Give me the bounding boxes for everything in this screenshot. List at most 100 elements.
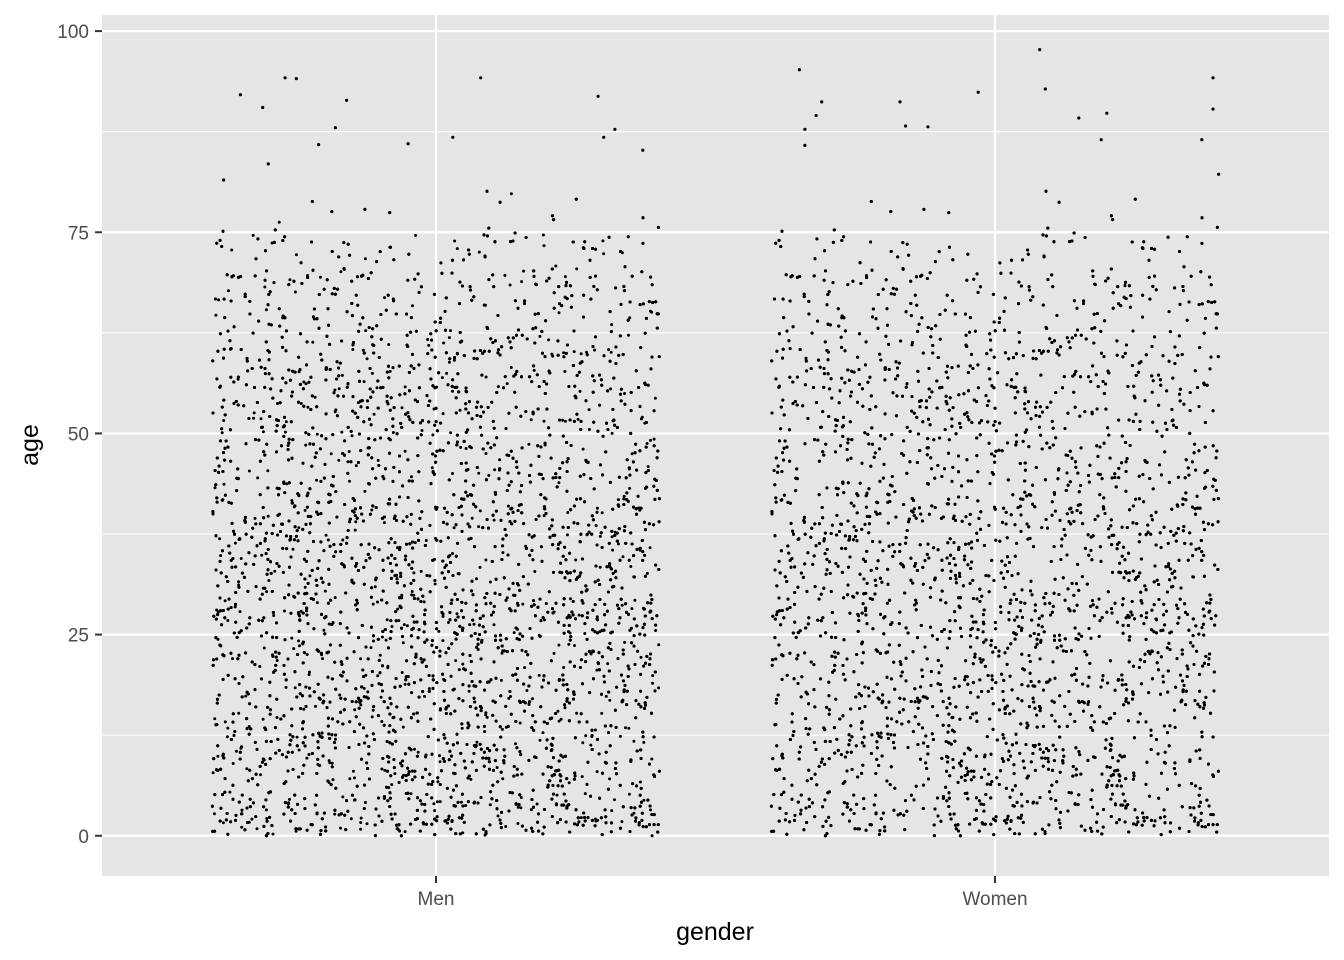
data-point — [451, 552, 454, 555]
data-point — [327, 759, 331, 763]
data-point — [385, 618, 389, 622]
data-point — [369, 646, 373, 650]
data-point — [266, 514, 270, 518]
data-point — [308, 574, 312, 578]
data-point — [640, 415, 644, 419]
data-point — [365, 822, 369, 826]
data-point — [470, 516, 474, 520]
data-point — [627, 792, 631, 796]
data-point — [294, 829, 298, 833]
data-point — [314, 704, 317, 708]
data-point — [259, 773, 262, 777]
data-point — [523, 666, 527, 670]
data-point — [646, 465, 650, 469]
data-point — [601, 239, 605, 243]
data-point — [359, 821, 363, 824]
data-point — [382, 521, 386, 525]
data-point — [505, 382, 509, 386]
data-point — [519, 806, 523, 810]
data-point — [351, 769, 355, 773]
data-point — [593, 728, 597, 732]
data-point — [412, 593, 416, 597]
data-point — [353, 776, 356, 780]
data-point — [460, 726, 464, 730]
data-point — [483, 730, 487, 734]
data-point — [303, 585, 307, 589]
data-point — [305, 653, 309, 656]
data-point — [239, 557, 243, 560]
data-point — [266, 469, 270, 473]
data-point — [566, 533, 569, 537]
data-point — [359, 657, 363, 661]
data-point — [359, 816, 363, 820]
data-point — [262, 646, 266, 650]
data-point — [413, 747, 416, 751]
data-point — [372, 639, 375, 643]
data-point — [579, 816, 583, 820]
data-point — [295, 735, 299, 739]
data-point — [350, 434, 354, 438]
data-point — [413, 541, 417, 545]
data-point — [649, 438, 652, 442]
data-point — [500, 651, 504, 655]
data-point — [400, 593, 404, 597]
data-point — [284, 685, 288, 689]
data-point — [492, 623, 496, 627]
data-point — [402, 623, 406, 627]
data-point — [253, 516, 257, 520]
data-point — [223, 720, 227, 724]
data-point — [226, 619, 230, 622]
data-point — [496, 385, 500, 389]
data-point — [234, 749, 238, 753]
data-point — [270, 241, 274, 245]
data-point — [537, 673, 541, 677]
data-point — [499, 678, 503, 682]
data-point — [219, 554, 223, 558]
data-point — [627, 333, 630, 337]
data-point — [416, 750, 420, 754]
data-point — [341, 538, 345, 542]
data-point — [520, 648, 524, 652]
data-point — [333, 596, 337, 600]
data-point — [285, 482, 289, 486]
data-point — [348, 479, 351, 483]
data-point — [293, 290, 297, 294]
data-point — [361, 348, 365, 352]
data-point — [516, 805, 520, 809]
data-point — [559, 717, 563, 721]
data-point — [461, 662, 465, 666]
data-point — [213, 717, 217, 721]
data-point — [575, 711, 579, 715]
data-point — [642, 798, 646, 802]
data-point — [290, 636, 294, 640]
data-point — [485, 715, 489, 719]
data-point — [650, 834, 654, 838]
data-point — [231, 657, 234, 661]
data-point — [307, 673, 311, 677]
data-point — [327, 622, 331, 626]
data-point — [543, 618, 546, 622]
data-point — [237, 711, 241, 715]
data-point — [222, 482, 226, 486]
data-point — [649, 808, 652, 812]
data-point — [371, 602, 375, 606]
data-point — [500, 727, 504, 731]
data-point — [518, 721, 522, 725]
data-point — [628, 316, 632, 320]
data-point — [602, 252, 606, 256]
data-point — [315, 601, 319, 605]
data-point — [427, 687, 431, 691]
data-point — [308, 670, 311, 674]
data-point — [414, 233, 418, 237]
data-point — [299, 609, 303, 613]
data-point — [363, 801, 367, 804]
data-point — [563, 706, 567, 710]
data-point — [261, 430, 265, 434]
data-point — [616, 542, 620, 546]
data-point — [563, 275, 567, 279]
data-point — [231, 762, 235, 765]
data-point — [390, 625, 394, 628]
data-point — [214, 313, 218, 317]
data-point — [347, 450, 351, 453]
